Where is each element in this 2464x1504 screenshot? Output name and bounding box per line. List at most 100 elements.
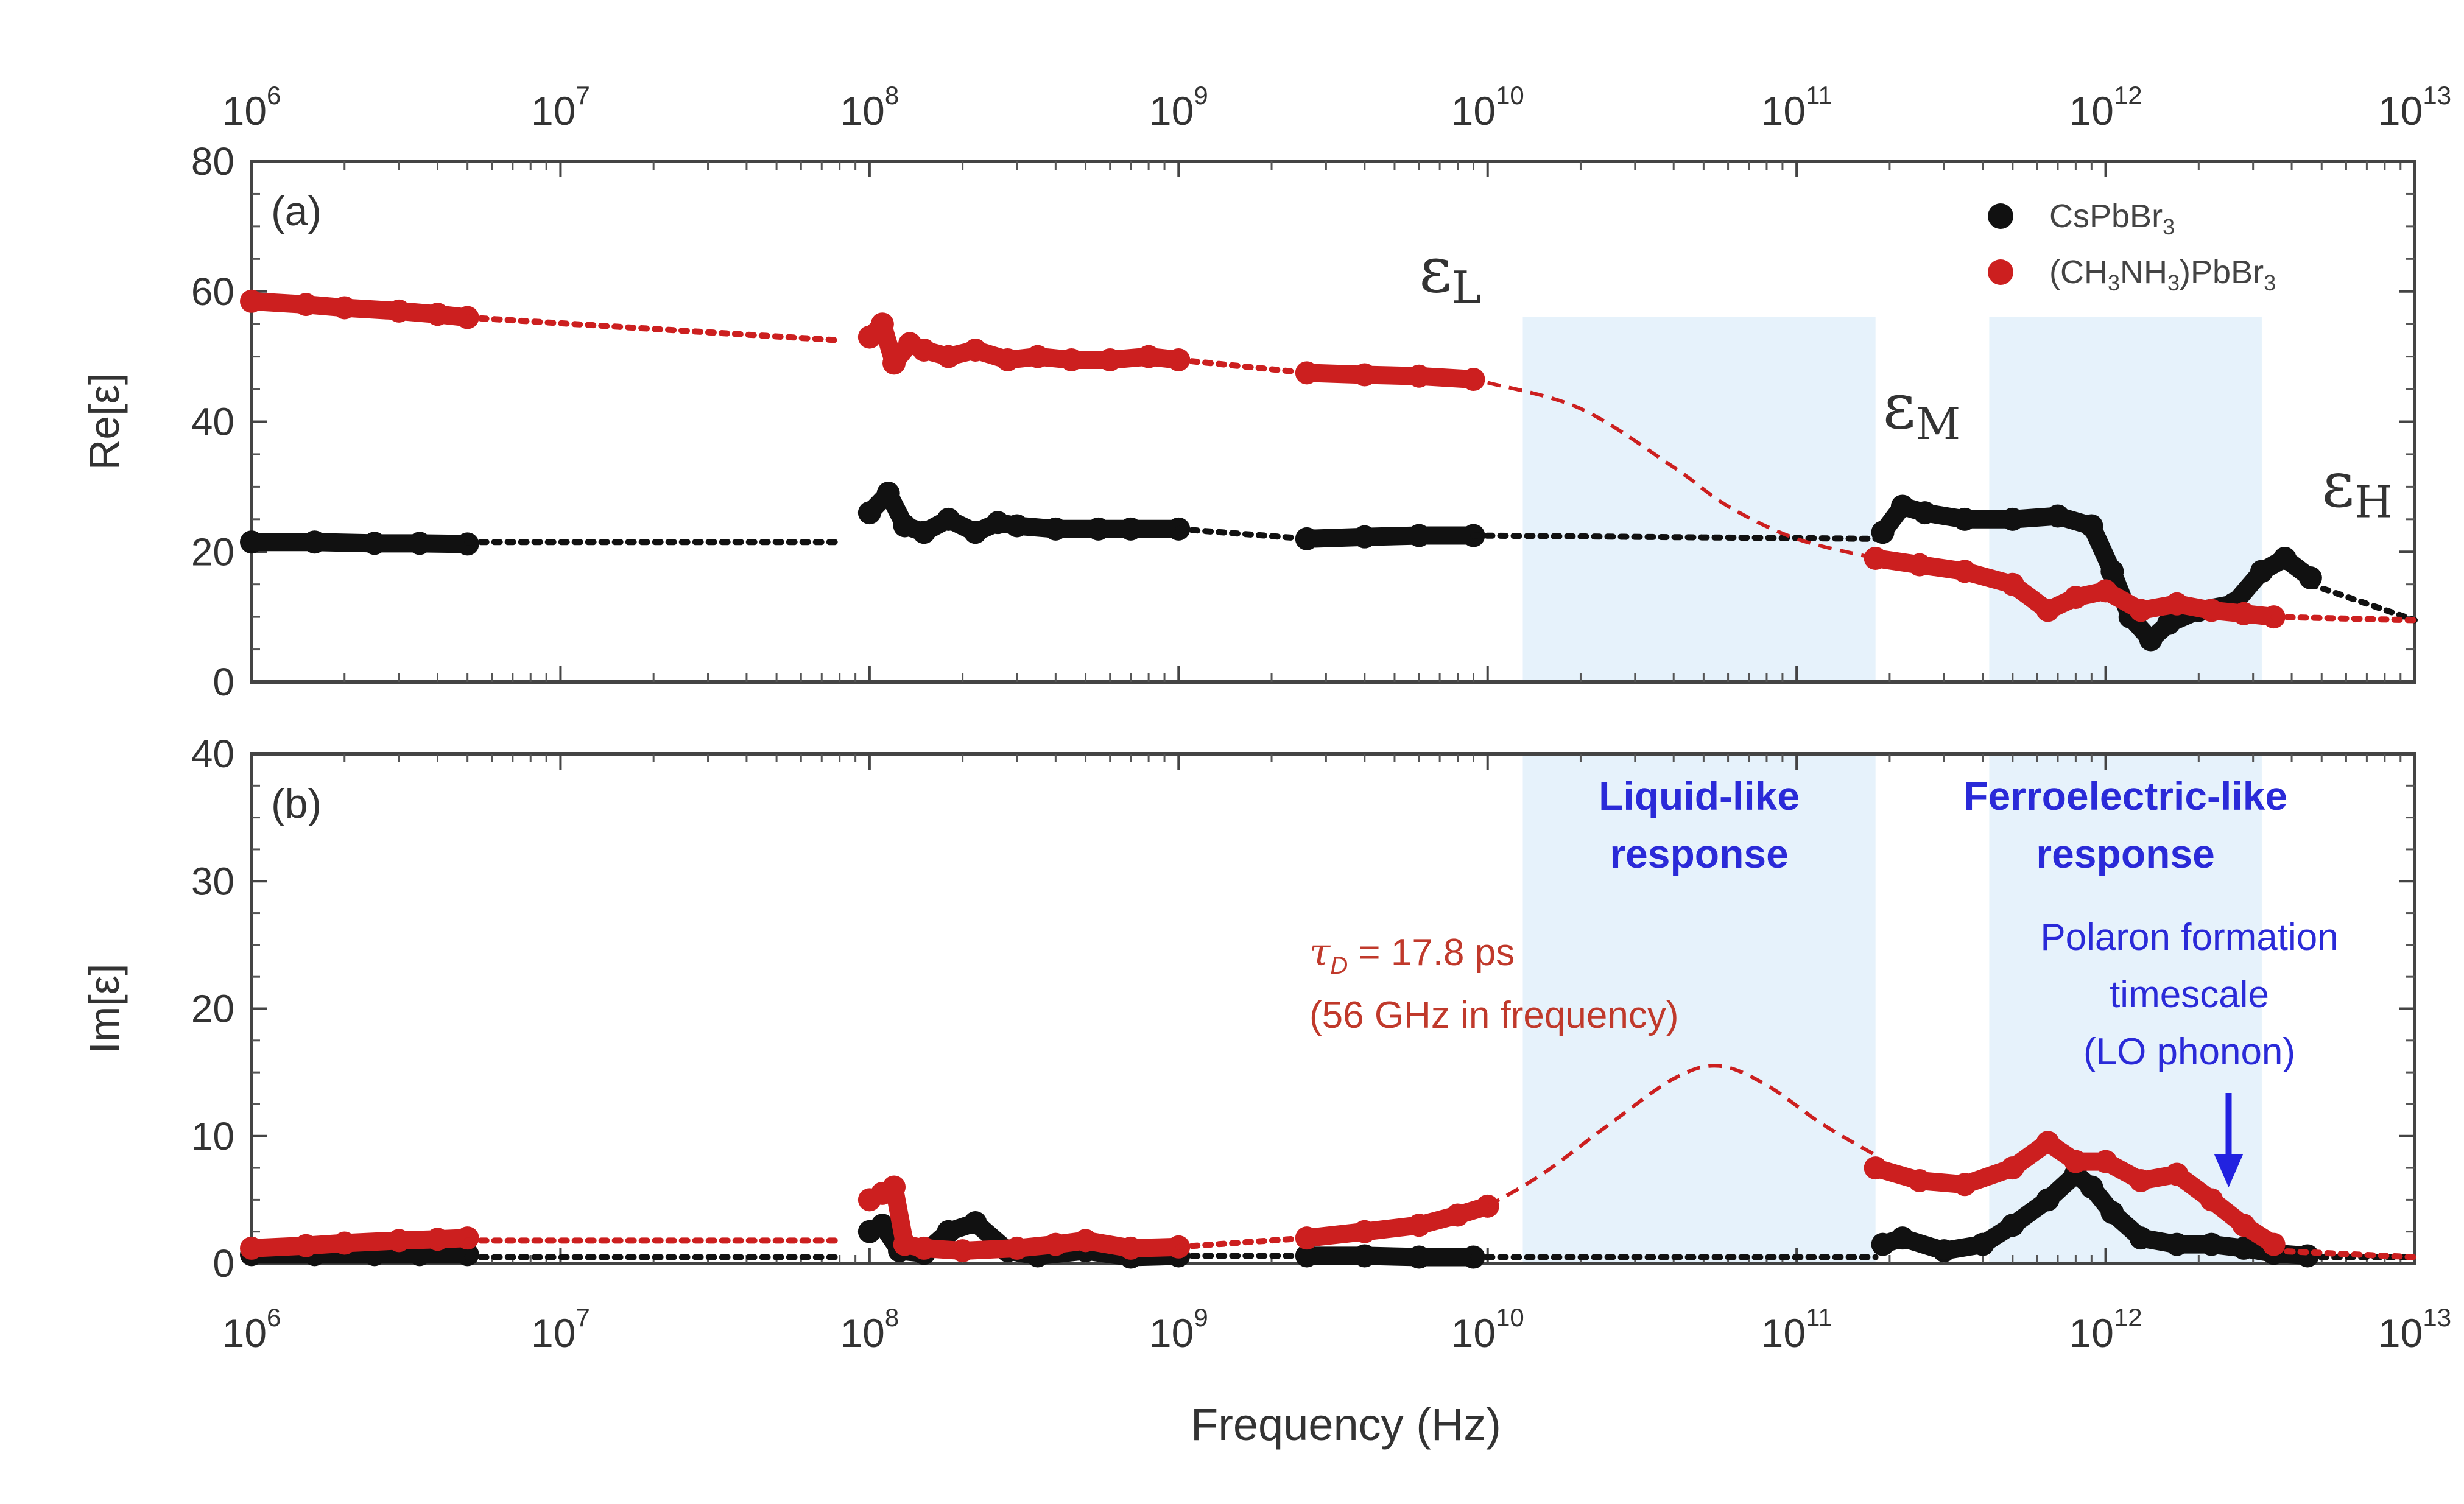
dashed-line-b-s1-g5 xyxy=(1487,1064,1877,1208)
x-tick-base: 10 xyxy=(222,88,267,133)
y-tick-label-a-0: 0 xyxy=(213,660,234,704)
polaron-annotation-line-3: (LO phonon) xyxy=(2083,1031,2295,1073)
dotted-line-a-s1-g3 xyxy=(1175,356,1310,376)
y-tick-label-b-3: 30 xyxy=(191,859,234,903)
y-axis-label-b: Im[ε] xyxy=(80,964,128,1054)
x-tick-label-bottom-0: 106 xyxy=(222,1303,281,1355)
x-tick-label-bottom-1: 107 xyxy=(531,1303,590,1355)
y-tick-label-a-2: 40 xyxy=(191,400,234,444)
y-tick-label-b-4: 40 xyxy=(191,732,234,776)
data-trace-a-s0-g0 xyxy=(242,533,477,553)
x-tick-label-top-1: 107 xyxy=(531,81,590,133)
legend-label-part: CsPbBr xyxy=(2049,198,2163,234)
y-tick-label-b-1: 10 xyxy=(191,1114,234,1158)
x-tick-exponent: 6 xyxy=(267,1303,281,1332)
x-tick-label-top-2: 108 xyxy=(840,81,899,133)
x-tick-base: 10 xyxy=(1451,1310,1496,1355)
x-tick-base: 10 xyxy=(2069,1310,2114,1355)
x-tick-base: 10 xyxy=(1761,1310,1806,1355)
data-trace-b-s1-g6 xyxy=(1866,1133,2283,1254)
data-trace-a-s1-g0 xyxy=(242,292,477,327)
x-tick-exponent: 13 xyxy=(2423,1303,2451,1332)
regions-panel-b xyxy=(1522,756,2262,1262)
polaron-arrow-head xyxy=(2214,1154,2244,1187)
legend-label-0: CsPbBr3 xyxy=(2049,198,2175,239)
epsilon-label-M: εM xyxy=(1883,369,1961,449)
epsilon-label-H: εH xyxy=(2321,447,2393,527)
y-tick-label-a-4: 80 xyxy=(191,139,234,183)
x-tick-label-bottom-7: 1013 xyxy=(2378,1303,2451,1355)
x-tick-exponent: 13 xyxy=(2423,81,2451,110)
x-tick-label-bottom-6: 1012 xyxy=(2069,1303,2142,1355)
x-tick-label-top-0: 106 xyxy=(222,81,281,133)
data-trace-b-s0-g6 xyxy=(1873,1165,2317,1265)
region-label-1-line-2: response xyxy=(1610,831,1788,876)
y-tick-label-a-3: 60 xyxy=(191,270,234,314)
x-tick-exponent: 8 xyxy=(885,1303,899,1332)
x-tick-exponent: 9 xyxy=(1194,1303,1208,1332)
dotted-line-b-s1-g7 xyxy=(2270,1248,2418,1260)
tau-symbol: τ xyxy=(1309,930,1331,974)
regions-panel-a xyxy=(1522,317,2262,680)
legend-marker-0 xyxy=(1988,203,2013,229)
x-tick-exponent: 9 xyxy=(1194,81,1208,110)
tau-annotation-line1: τD = 17.8 ps xyxy=(1309,930,1515,979)
tau-subscript: D xyxy=(1330,952,1348,979)
epsilon-symbol: ε xyxy=(1419,233,1452,307)
polaron-annotation-line-1: Polaron formation xyxy=(2040,916,2338,958)
x-tick-base: 10 xyxy=(531,88,576,133)
data-trace-a-s1-g2 xyxy=(860,315,1188,373)
series-panel-a xyxy=(240,289,2418,652)
x-tick-exponent: 12 xyxy=(2114,1303,2142,1332)
y-tick-label-b-2: 20 xyxy=(191,987,234,1031)
x-tick-base: 10 xyxy=(2069,88,2114,133)
epsilon-subscript: H xyxy=(2354,476,2393,527)
data-trace-a-s0-g4 xyxy=(1297,526,1483,548)
x-tick-exponent: 7 xyxy=(576,1303,590,1332)
legend-label-part: NH xyxy=(2120,254,2167,290)
x-tick-exponent: 10 xyxy=(1496,81,1524,110)
legend-label-part: 3 xyxy=(2163,214,2175,239)
x-tick-base: 10 xyxy=(531,1310,576,1355)
data-trace-a-s1-g6 xyxy=(1866,549,2283,627)
epsilon-symbol: ε xyxy=(1883,369,1916,443)
dotted-line-a-s0-g7 xyxy=(2307,581,2418,624)
x-tick-label-top-3: 109 xyxy=(1149,81,1208,133)
panel-label-b: (b) xyxy=(271,781,322,827)
panel-label-a: (a) xyxy=(271,188,322,234)
legend-label-part: 3 xyxy=(2108,270,2120,295)
dotted-line-a-s1-g7 xyxy=(2270,614,2418,624)
epsilon-subscript: M xyxy=(1915,398,1960,449)
x-tick-base: 10 xyxy=(840,88,884,133)
legend-label-part: 3 xyxy=(2264,270,2276,295)
x-tick-base: 10 xyxy=(222,1310,267,1355)
x-tick-label-bottom-5: 1011 xyxy=(1761,1303,1832,1355)
legend-marker-1 xyxy=(1988,259,2013,285)
x-tick-exponent: 11 xyxy=(1806,81,1832,110)
x-tick-base: 10 xyxy=(2378,1310,2423,1355)
x-tick-base: 10 xyxy=(1149,1310,1194,1355)
dotted-line-a-s0-g3 xyxy=(1175,525,1310,542)
polaron-annotation-line-2: timescale xyxy=(2110,974,2269,1016)
data-trace-a-s0-g2 xyxy=(860,484,1188,542)
labels: 020406080Re[ε](a)010203040Im[ε](b)106106… xyxy=(80,81,2451,1450)
x-tick-exponent: 10 xyxy=(1496,1303,1524,1332)
x-tick-exponent: 8 xyxy=(885,81,899,110)
legend-label-1: (CH3NH3)PbBr3 xyxy=(2049,254,2276,295)
x-tick-label-top-7: 1013 xyxy=(2378,81,2451,133)
data-trace-b-s0-g4 xyxy=(1297,1246,1483,1267)
epsilon-symbol: ε xyxy=(2321,447,2354,521)
data-trace-b-s1-g0 xyxy=(242,1229,477,1257)
epsilon-subscript: L xyxy=(1452,262,1481,313)
x-tick-exponent: 7 xyxy=(576,81,590,110)
x-tick-exponent: 11 xyxy=(1806,1303,1832,1332)
x-tick-label-bottom-2: 108 xyxy=(840,1303,899,1355)
region-label-1-line-1: Liquid-like xyxy=(1599,773,1800,818)
x-tick-base: 10 xyxy=(1761,88,1806,133)
data-trace-b-s1-g4 xyxy=(1297,1197,1497,1248)
tau-annotation-line2: (56 GHz in frequency) xyxy=(1309,994,1678,1036)
x-tick-label-top-5: 1011 xyxy=(1761,81,1832,133)
dotted-line-a-s0-g5 xyxy=(1470,532,1879,542)
